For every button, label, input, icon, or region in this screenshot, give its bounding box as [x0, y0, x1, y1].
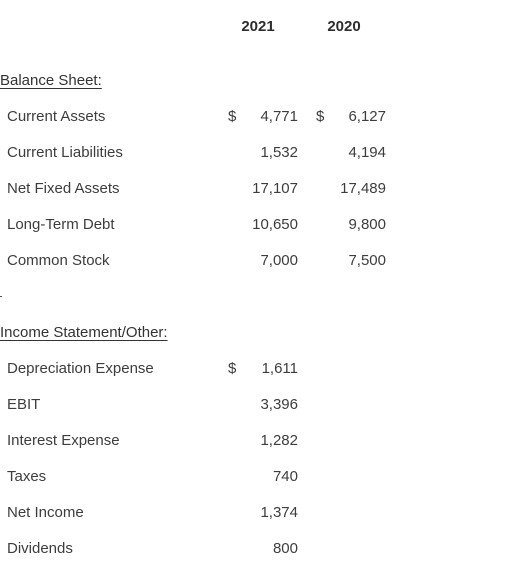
row-label: Dividends	[7, 540, 73, 557]
column-header-2021: 2021	[241, 18, 275, 35]
value-2020: 7,500	[348, 252, 386, 269]
row-label: Long-Term Debt	[7, 216, 115, 233]
amount: 4,771	[260, 108, 298, 125]
amount: 1,611	[261, 360, 298, 377]
amount: 6,127	[348, 108, 386, 125]
row-label: Taxes	[7, 468, 47, 485]
value-2020: 4,194	[348, 144, 386, 161]
value-2021: 17,107	[252, 180, 298, 197]
value-2021: $1,611	[228, 360, 298, 377]
table-row: EBIT 3,396	[0, 388, 532, 424]
value-2020: $6,127	[316, 108, 386, 125]
row-label: EBIT	[7, 396, 41, 413]
balance-sheet-title: Balance Sheet:	[0, 72, 102, 89]
row-label: Net Income	[7, 504, 84, 521]
table-row: Current Assets $4,771 $6,127	[0, 100, 532, 136]
table-row: Taxes 740	[0, 460, 532, 496]
table-row: Dividends 800	[0, 532, 532, 568]
row-label: Common Stock	[7, 252, 110, 269]
value-2021: $4,771	[228, 108, 298, 125]
value-2020: 17,489	[340, 180, 386, 197]
value-2021: 1,374	[260, 504, 298, 521]
table-row: Common Stock 7,000 7,500	[0, 244, 532, 280]
value-2021: 740	[272, 468, 298, 485]
value-2021: 3,396	[260, 396, 298, 413]
currency-symbol: $	[316, 108, 325, 125]
value-2021: 10,650	[252, 216, 298, 233]
table-row: Net Fixed Assets 17,107 17,489	[0, 172, 532, 208]
row-label: Interest Expense	[7, 432, 120, 449]
value-2021: 1,282	[260, 432, 298, 449]
column-header-2020: 2020	[327, 18, 361, 35]
table-row: Interest Expense 1,282	[0, 424, 532, 460]
row-label: Depreciation Expense	[7, 360, 154, 377]
row-label: Current Liabilities	[7, 144, 123, 161]
table-row: Current Liabilities 1,532 4,194	[0, 136, 532, 172]
value-2021: 800	[272, 540, 298, 557]
row-label: Current Assets	[7, 108, 106, 125]
divider-mark	[0, 296, 2, 297]
row-label: Net Fixed Assets	[7, 180, 120, 197]
table-row: Net Income 1,374	[0, 496, 532, 532]
table-row: Depreciation Expense $1,611	[0, 352, 532, 388]
value-2021: 1,532	[260, 144, 298, 161]
table-row: Long-Term Debt 10,650 9,800	[0, 208, 532, 244]
income-statement-title: Income Statement/Other:	[0, 324, 168, 341]
value-2020: 9,800	[348, 216, 386, 233]
currency-symbol: $	[228, 108, 237, 125]
currency-symbol: $	[228, 360, 237, 377]
value-2021: 7,000	[260, 252, 298, 269]
